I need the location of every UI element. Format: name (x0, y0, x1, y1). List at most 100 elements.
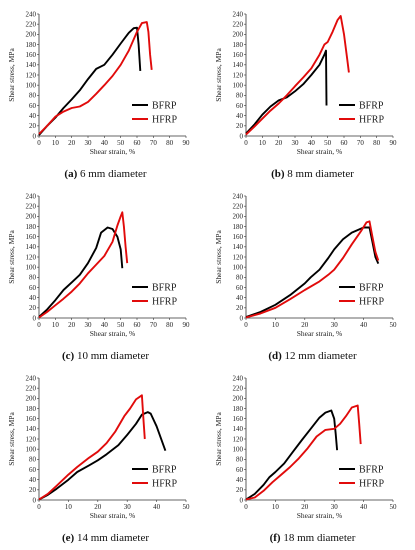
y-tick-label: 40 (236, 476, 244, 484)
legend-label-bfrp: BFRP (359, 101, 384, 112)
chart-svg: 0 20 40 60 80 100 120 140 160 180 200 220 240 0 10 20 30… (7, 10, 190, 156)
panel-caption-text: 6 mm diameter (77, 168, 147, 180)
panel-caption-text: 10 mm diameter (74, 350, 150, 362)
series-line-hfrp (38, 21, 153, 135)
x-tick-label: 40 (360, 321, 368, 329)
x-tick-label: 20 (68, 139, 76, 147)
y-tick-label: 80 (29, 274, 37, 282)
series-line-hfrp (245, 220, 380, 319)
x-tick-label: 60 (134, 139, 142, 147)
y-tick-label: 240 (233, 10, 244, 18)
x-tick-label: 70 (150, 139, 158, 147)
series-line-bfrp (38, 411, 167, 501)
panel-caption: (c) 10 mm diameter (2, 350, 209, 362)
x-tick-label: 10 (52, 139, 60, 147)
y-tick-label: 240 (233, 374, 244, 382)
chart-panel: 0 20 40 60 80 100 120 140 160 180 200 220 240 0 10 20 30… (209, 184, 415, 367)
y-tick-label: 240 (26, 192, 37, 200)
x-tick-label: 0 (37, 321, 41, 329)
y-tick-label: 140 (233, 243, 244, 251)
y-tick-label: 140 (26, 425, 37, 433)
series-line-bfrp (245, 409, 339, 501)
x-axis-label: Shear strain, % (90, 511, 136, 520)
y-tick-label: 240 (26, 10, 37, 18)
series-line-hfrp (245, 404, 362, 501)
y-tick-label: 160 (233, 51, 244, 59)
y-tick-label: 20 (236, 304, 244, 312)
y-tick-label: 120 (26, 253, 37, 261)
x-tick-label: 30 (85, 139, 93, 147)
y-tick-label: 220 (233, 203, 244, 211)
panel-letter: (a) (64, 168, 78, 180)
y-tick-label: 180 (233, 223, 244, 231)
x-tick-label: 10 (272, 321, 280, 329)
panel-caption-text: 14 mm diameter (74, 532, 150, 544)
y-tick-label: 100 (233, 446, 244, 454)
y-tick-label: 0 (33, 496, 37, 504)
legend-label-hfrp: HFRP (152, 115, 177, 126)
x-tick-label: 50 (324, 139, 332, 147)
y-tick-label: 180 (26, 405, 37, 413)
x-tick-label: 30 (124, 503, 132, 511)
y-tick-label: 180 (233, 41, 244, 49)
y-tick-label: 80 (236, 456, 244, 464)
y-tick-label: 100 (233, 264, 244, 272)
legend-label-bfrp: BFRP (359, 465, 384, 476)
y-tick-label: 60 (236, 466, 244, 474)
chart-panel: 0 20 40 60 80 100 120 140 160 180 200 220 240 0 10 20 30… (2, 366, 209, 549)
panel-caption: (b) 8 mm diameter (209, 168, 415, 180)
series-line-hfrp (38, 394, 146, 501)
y-tick-label: 40 (29, 294, 37, 302)
y-tick-label: 220 (26, 203, 37, 211)
x-tick-label: 10 (259, 139, 267, 147)
x-tick-label: 10 (52, 321, 60, 329)
series-line-bfrp (245, 49, 328, 135)
panel-caption-text: 18 mm diameter (280, 532, 356, 544)
y-tick-label: 0 (240, 132, 244, 140)
panel-caption: (a) 6 mm diameter (2, 168, 209, 180)
x-tick-label: 90 (390, 139, 398, 147)
x-tick-label: 30 (292, 139, 300, 147)
y-tick-label: 0 (240, 496, 244, 504)
x-tick-label: 60 (134, 321, 142, 329)
y-tick-label: 200 (233, 31, 244, 39)
x-tick-label: 80 (166, 139, 174, 147)
x-tick-label: 70 (357, 139, 365, 147)
chart-svg: 0 20 40 60 80 100 120 140 160 180 200 220 240 0 10 20 30… (214, 374, 397, 520)
y-tick-label: 160 (26, 415, 37, 423)
legend-label-bfrp: BFRP (359, 283, 384, 294)
x-tick-label: 30 (331, 321, 339, 329)
y-tick-label: 100 (26, 446, 37, 454)
x-tick-label: 20 (94, 503, 102, 511)
y-axis-label: Shear stress, MPa (214, 412, 223, 466)
panel-caption: (d) 12 mm diameter (209, 350, 415, 362)
chart-panel: 0 20 40 60 80 100 120 140 160 180 200 220 240 0 10 20 30… (2, 184, 209, 367)
x-tick-label: 10 (65, 503, 73, 511)
y-tick-label: 100 (26, 82, 37, 90)
panel-letter: (e) (61, 532, 75, 544)
y-tick-label: 160 (26, 51, 37, 59)
y-tick-label: 80 (29, 92, 37, 100)
y-tick-label: 240 (26, 374, 37, 382)
chart-svg: 0 20 40 60 80 100 120 140 160 180 200 220 240 0 10 20 30… (214, 192, 397, 338)
x-axis-label: Shear strain, % (90, 147, 136, 156)
x-tick-label: 20 (301, 321, 309, 329)
y-tick-label: 180 (233, 405, 244, 413)
y-axis-label: Shear stress, MPa (7, 48, 16, 102)
legend-label-bfrp: BFRP (152, 101, 177, 112)
y-tick-label: 60 (236, 284, 244, 292)
y-tick-label: 60 (29, 102, 37, 110)
y-tick-label: 180 (26, 223, 37, 231)
y-tick-label: 220 (26, 21, 37, 29)
y-tick-label: 160 (233, 415, 244, 423)
x-tick-label: 60 (341, 139, 349, 147)
y-tick-label: 200 (233, 213, 244, 221)
panel-letter: (f) (269, 532, 281, 544)
panel-caption: (f) 18 mm diameter (209, 532, 415, 544)
y-tick-label: 180 (26, 41, 37, 49)
y-axis-label: Shear stress, MPa (214, 48, 223, 102)
x-tick-label: 50 (183, 503, 191, 511)
x-tick-label: 50 (117, 139, 125, 147)
y-tick-label: 220 (233, 21, 244, 29)
